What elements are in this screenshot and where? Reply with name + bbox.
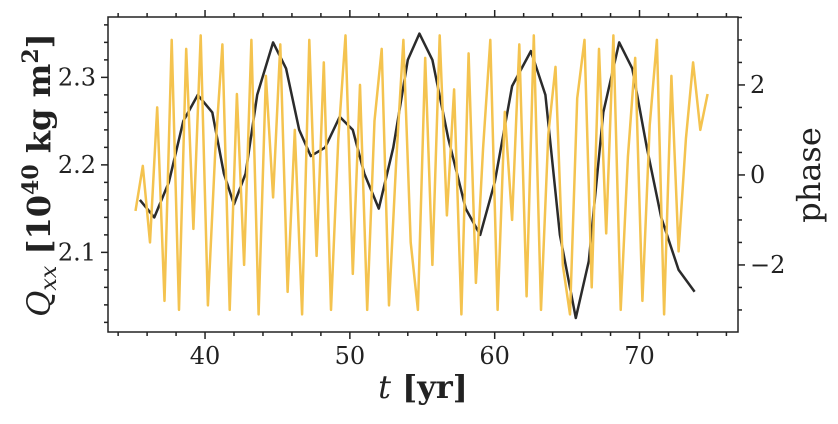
x-tick-label: 60 [479, 342, 510, 370]
y-axis-label: Qxx [1040 kg m2] [18, 33, 62, 317]
x-tick-label: 40 [190, 342, 221, 370]
y-label-part: 2 [18, 48, 44, 63]
x-axis-label: t [yr] [378, 368, 468, 406]
x-tick-label: 70 [624, 342, 655, 370]
y-label-part: Q [20, 291, 58, 317]
x-label-part: t [378, 368, 391, 406]
y-tick-label: 2.2 [58, 151, 96, 179]
y2-tick-label: −2 [750, 251, 785, 279]
y-label-part: xx [37, 265, 62, 290]
x-tick-label: 50 [335, 342, 366, 370]
y2-axis-label: phase [790, 127, 828, 223]
y-label-part: ] [20, 33, 58, 48]
y-label-part: 40 [18, 164, 44, 195]
y-tick-label: 2.3 [58, 63, 96, 91]
y-label-part: [10 [20, 195, 58, 266]
series-line [134, 34, 709, 316]
y-tick-label: 2.1 [58, 238, 96, 266]
x-label-part: [yr] [391, 368, 468, 406]
y-label-part: kg m [20, 63, 58, 164]
y2-tick-label: 0 [750, 161, 765, 189]
y2-tick-label: 2 [750, 71, 765, 99]
